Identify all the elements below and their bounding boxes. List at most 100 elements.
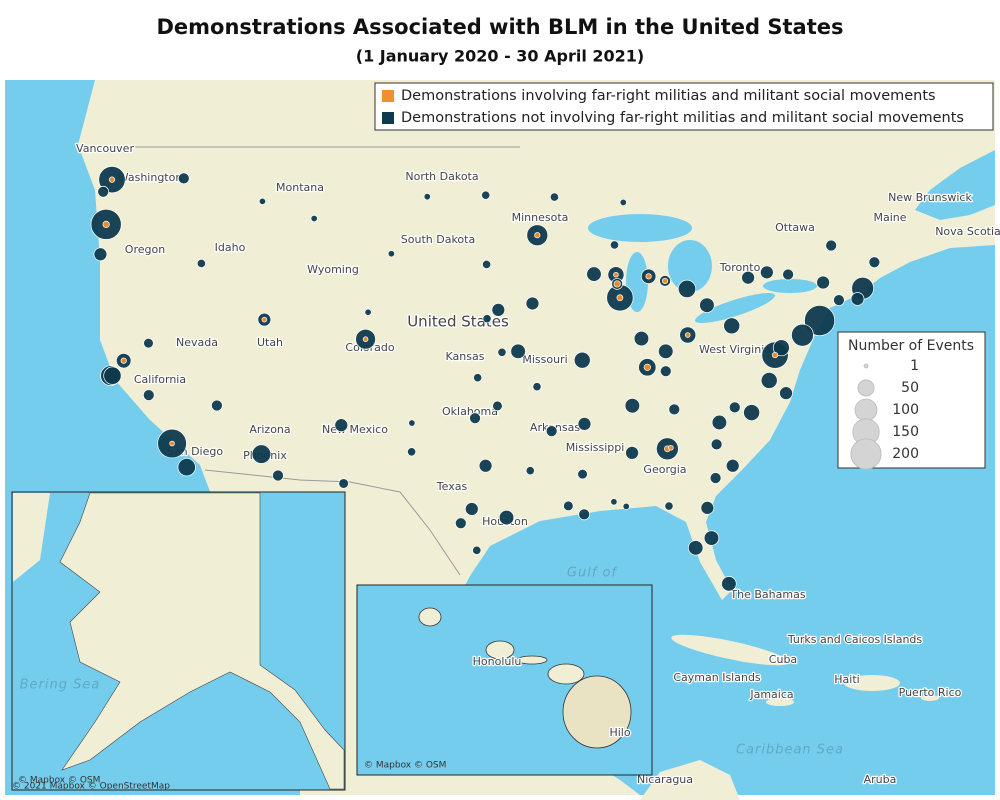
place-label: Vancouver bbox=[76, 142, 134, 155]
place-label: Wyoming bbox=[307, 263, 359, 276]
event-bubble bbox=[549, 192, 559, 202]
attribution: © Mapbox © OSM bbox=[364, 761, 446, 771]
event-bubble bbox=[624, 398, 641, 414]
event-bubble bbox=[482, 259, 492, 269]
event-bubble bbox=[142, 389, 155, 401]
event-bubble bbox=[577, 468, 588, 480]
lake-erie bbox=[694, 292, 776, 324]
event-bubble bbox=[525, 296, 540, 311]
legend-swatch bbox=[382, 90, 394, 102]
place-label: California bbox=[134, 373, 186, 386]
event-bubble bbox=[709, 472, 722, 484]
event-bubble bbox=[643, 363, 651, 371]
event-bubble bbox=[723, 317, 741, 335]
event-bubble bbox=[498, 509, 515, 526]
event-bubble bbox=[741, 270, 755, 285]
event-bubble bbox=[668, 444, 674, 451]
event-bubble bbox=[619, 198, 627, 207]
event-bubble bbox=[609, 240, 620, 250]
event-bubble bbox=[610, 498, 618, 506]
island bbox=[547, 663, 585, 685]
size-legend-label: 1 bbox=[910, 358, 919, 374]
siberia-land bbox=[13, 493, 50, 582]
event-bubble bbox=[93, 247, 108, 262]
place-label: West Virginia bbox=[699, 343, 771, 356]
alaska-land bbox=[59, 492, 345, 790]
place-label: South Dakota bbox=[401, 233, 475, 246]
event-bubble bbox=[633, 330, 650, 347]
lake-ontario bbox=[763, 279, 817, 293]
place-label: Maine bbox=[873, 211, 906, 224]
place-label: New Mexico bbox=[322, 423, 388, 436]
island bbox=[485, 640, 515, 660]
event-bubble bbox=[491, 303, 506, 317]
place-label: Utah bbox=[257, 336, 283, 349]
size-legend-circle bbox=[850, 438, 882, 470]
place-label: Nevada bbox=[176, 336, 218, 349]
size-legend-circle bbox=[857, 379, 875, 397]
event-bubble bbox=[545, 425, 558, 437]
title: Demonstrations Associated with BLM in th… bbox=[157, 15, 844, 39]
event-bubble bbox=[699, 297, 715, 313]
legend-label: Demonstrations not involving far-right m… bbox=[401, 110, 964, 126]
place-label: The Bahamas bbox=[729, 588, 805, 601]
event-bubble bbox=[658, 343, 674, 360]
size-legend-label: 150 bbox=[892, 424, 919, 440]
island bbox=[562, 675, 632, 749]
event-bubble bbox=[668, 403, 681, 416]
event-bubble bbox=[211, 399, 223, 412]
event-bubble bbox=[779, 386, 793, 400]
subtitle: (1 January 2020 - 30 April 2021) bbox=[356, 47, 645, 66]
lake-huron bbox=[668, 240, 712, 292]
event-bubble bbox=[616, 294, 624, 302]
event-bubble bbox=[661, 277, 669, 285]
size-legend-label: 200 bbox=[892, 446, 919, 462]
event-bubble bbox=[850, 292, 865, 306]
attribution: © Mapbox © OSM bbox=[18, 776, 100, 786]
event-bubble bbox=[534, 232, 541, 239]
event-bubble bbox=[108, 176, 116, 183]
size-legend-circle bbox=[854, 398, 878, 422]
place-label: Minnesota bbox=[512, 211, 569, 224]
event-bubble bbox=[728, 401, 741, 414]
event-bubble bbox=[103, 366, 122, 385]
event-bubble bbox=[563, 500, 574, 512]
place-label: Montana bbox=[276, 181, 324, 194]
event-bubble bbox=[454, 517, 467, 530]
place-label: Georgia bbox=[643, 463, 686, 476]
event-bubble bbox=[816, 275, 830, 290]
event-bubble bbox=[677, 279, 697, 298]
event-bubble bbox=[868, 256, 881, 269]
place-label: Idaho bbox=[215, 241, 246, 254]
event-bubble bbox=[833, 294, 845, 306]
puerto-rico bbox=[921, 695, 939, 701]
map-labels: Vancouver Washington Montana North Dakot… bbox=[75, 141, 1000, 788]
event-bubble bbox=[334, 418, 349, 433]
event-bubble bbox=[703, 530, 720, 546]
event-bubble bbox=[725, 458, 740, 473]
place-label: Haiti bbox=[834, 673, 859, 686]
event-bubble bbox=[177, 458, 196, 477]
alaska-inset: Bering Sea © Mapbox © OSM bbox=[11, 491, 346, 791]
event-bubble bbox=[169, 440, 175, 447]
hispaniola bbox=[844, 675, 900, 691]
event-bubble bbox=[578, 508, 590, 521]
place-label: New Brunswick bbox=[888, 191, 972, 204]
event-bubble bbox=[700, 501, 715, 515]
place-label: Mississippi bbox=[566, 441, 625, 454]
event-bubble bbox=[525, 466, 535, 476]
event-bubble bbox=[782, 268, 794, 281]
hawaii-inset: Honolulu Hilo © Mapbox © OSM bbox=[356, 584, 653, 776]
lake-superior bbox=[588, 214, 692, 242]
place-label: Cayman Islands bbox=[673, 671, 761, 684]
event-bubble bbox=[710, 438, 723, 451]
legend-box bbox=[374, 82, 994, 131]
event-bubble bbox=[721, 576, 737, 592]
event-bubble bbox=[472, 545, 482, 555]
place-label: Oklahoma bbox=[442, 405, 498, 418]
event-bubble bbox=[771, 352, 779, 359]
event-bubble bbox=[760, 372, 778, 389]
event-bubble bbox=[659, 365, 672, 378]
place-label: North Dakota bbox=[405, 170, 478, 183]
